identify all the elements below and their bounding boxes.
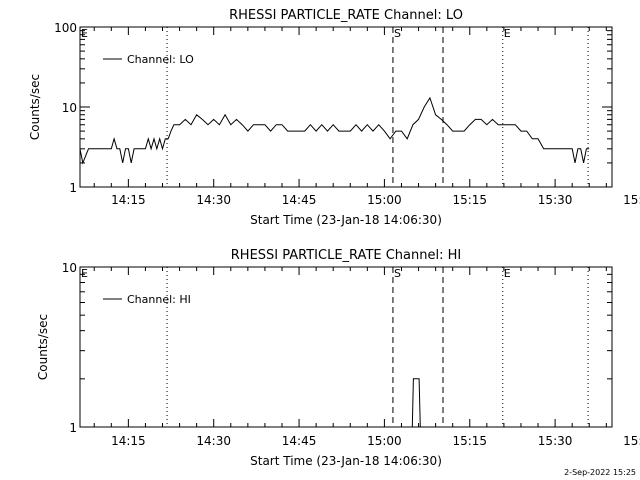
y-tick-label: 100 [54, 21, 77, 35]
chart-title: RHESSI PARTICLE_RATE Channel: HI [231, 248, 461, 263]
x-tick-label: 14:30 [196, 193, 231, 207]
series-line [411, 378, 421, 428]
x-tick-label: 15:00 [367, 193, 402, 207]
x-tick-label: 14:45 [282, 434, 317, 448]
y-tick-label: 1 [69, 421, 77, 435]
y-axis-label: Counts/sec [36, 314, 50, 380]
x-axis-label: Start Time (23-Jan-18 14:06:30) [250, 213, 442, 227]
legend-entry: Channel: HI [127, 293, 191, 306]
plot-frame [79, 266, 613, 428]
x-tick-label: 15:30 [538, 434, 573, 448]
plot-frame [79, 26, 613, 188]
series-line [79, 96, 590, 165]
x-tick-label: 15:00 [367, 434, 402, 448]
y-tick-label: 10 [62, 261, 77, 275]
x-axis-label: Start Time (23-Jan-18 14:06:30) [250, 454, 442, 468]
x-tick-label: 15:15 [452, 434, 487, 448]
x-tick-label: 14:15 [111, 434, 146, 448]
y-tick-label: 1 [69, 181, 77, 195]
lo-channel-panel: RHESSI PARTICLE_RATE Channel: LO 14:15 14:… [28, 8, 640, 227]
legend-entry: Channel: LO [127, 53, 194, 66]
chart-title: RHESSI PARTICLE_RATE Channel: LO [229, 8, 463, 23]
x-tick-label: 15:15 [452, 193, 487, 207]
y-axis-label: Counts/sec [28, 74, 42, 140]
x-tick-label: 15:45 [623, 434, 640, 448]
event-label: E [81, 267, 88, 280]
x-tick-label: 15:30 [538, 193, 573, 207]
event-label: E [504, 267, 511, 280]
event-label: S [394, 267, 401, 280]
footer-date: 2-Sep-2022 15:25 [564, 468, 636, 477]
x-tick-label: 14:15 [111, 193, 146, 207]
event-label: E [504, 27, 511, 40]
event-label: S [394, 27, 401, 40]
hi-channel-panel: RHESSI PARTICLE_RATE Channel: HI 14:15 14:… [36, 248, 640, 468]
x-tick-label: 15:45 [623, 193, 640, 207]
y-tick-label: 10 [62, 101, 77, 115]
x-tick-label: 14:30 [196, 434, 231, 448]
event-label: E [81, 27, 88, 40]
x-tick-label: 14:45 [282, 193, 317, 207]
